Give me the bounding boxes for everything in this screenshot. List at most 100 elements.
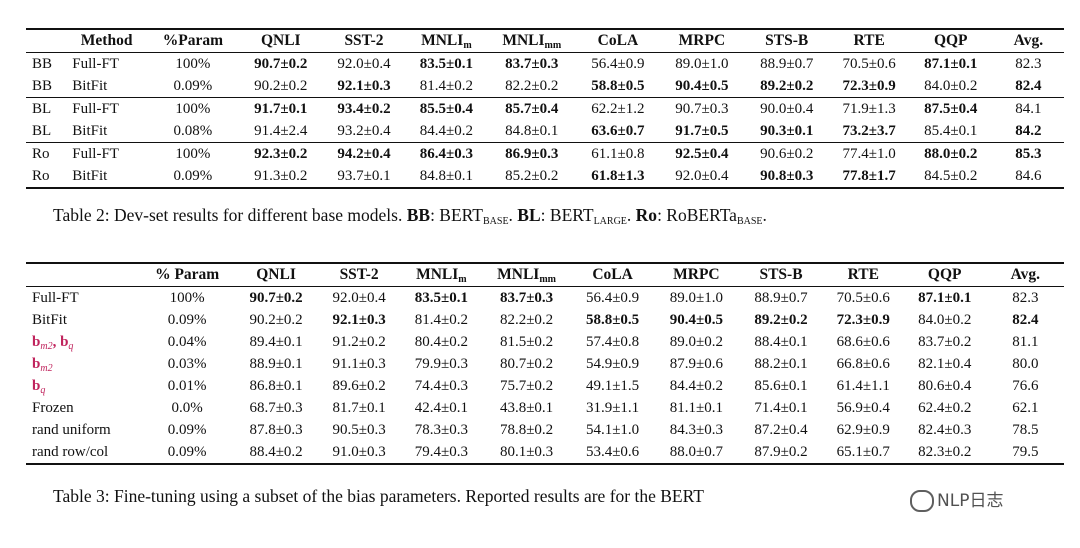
cell-sst2: 92.1±0.3: [337, 78, 391, 94]
cell-cola: 56.4±0.9: [591, 56, 645, 72]
cell-cola: 53.4±0.6: [585, 444, 640, 460]
cell-mrpc: 84.3±0.3: [669, 422, 724, 438]
cell-avg: 82.4: [1012, 312, 1039, 328]
cell-mnli-m: 86.4±0.3: [419, 146, 473, 162]
cell-param: 0.09%: [167, 422, 207, 438]
cell-param: 0.01%: [167, 378, 207, 394]
caption-2-ro-sub: BASE: [736, 216, 763, 227]
cell-avg: 82.3: [1012, 290, 1039, 306]
method-sub: q: [40, 385, 46, 396]
cell-mrpc: 87.9±0.6: [669, 356, 724, 372]
cell-qnli: 86.8±0.1: [249, 378, 303, 394]
table-3-header-row: % Param QNLI SST-2 MNLIm MNLImm CoLA MRP…: [26, 263, 1064, 287]
cell-rte: 56.9±0.4: [836, 400, 890, 416]
header-qqp: QQP: [933, 32, 968, 49]
cell-mrpc: 90.4±0.5: [669, 312, 724, 328]
table-3: % Param QNLI SST-2 MNLIm MNLImm CoLA MRP…: [26, 262, 1064, 465]
cell-rte: 65.1±0.7: [836, 444, 890, 460]
cell-mnli-mm: 43.8±0.1: [499, 400, 554, 416]
header-rte: RTE: [853, 32, 885, 49]
cell-method: Full-FT: [72, 101, 119, 117]
header-rte: RTE: [847, 266, 879, 283]
cell-mnli-mm: 86.9±0.3: [505, 146, 559, 162]
header-cola: CoLA: [592, 266, 633, 283]
header-mnli-mm: MNLImm: [488, 29, 576, 53]
cell-qnli: 91.7±0.1: [254, 101, 308, 117]
header-mnli-m: MNLIm: [400, 263, 482, 287]
cell-avg: 79.5: [1012, 444, 1039, 460]
table-2-group-ro: Ro Full-FT 100% 92.3±0.2 94.2±0.4 86.4±0…: [26, 142, 1064, 188]
table-2-caption: Table 2: Dev-set results for different b…: [53, 205, 767, 227]
cell-stsb: 89.2±0.2: [754, 312, 808, 328]
cell-param: 0.09%: [173, 78, 213, 94]
header-mnli-m-sub: m: [463, 40, 472, 51]
table-row: BB BitFit 0.09% 90.2±0.2 92.1±0.3 81.4±0…: [26, 75, 1064, 98]
cell-qnli: 88.4±0.2: [249, 444, 303, 460]
table-row: BL Full-FT 100% 91.7±0.1 93.4±0.2 85.5±0…: [26, 98, 1064, 121]
watermark: NLP日志: [910, 486, 1003, 512]
cell-stsb: 90.3±0.1: [760, 123, 814, 139]
cell-mnli-m: 83.5±0.1: [419, 56, 473, 72]
caption-2-text: Dev-set results for different base model…: [113, 205, 403, 225]
cell-mnli-m: 79.9±0.3: [414, 356, 468, 372]
cell-mrpc: 89.0±1.0: [675, 56, 729, 72]
cell-sst2: 93.2±0.4: [337, 123, 391, 139]
cell-mnli-mm: 81.5±0.2: [499, 334, 554, 350]
cell-model: BL: [32, 123, 52, 139]
cell-mnli-m: 83.5±0.1: [414, 290, 468, 306]
cell-avg: 84.6: [1015, 168, 1042, 184]
cell-mnli-mm: 82.2±0.2: [505, 78, 559, 94]
cell-cola: 61.8±1.3: [591, 168, 645, 184]
cell-qnli: 89.4±0.1: [249, 334, 303, 350]
cell-sst2: 91.1±0.3: [332, 356, 386, 372]
cell-qnli: 92.3±0.2: [254, 146, 308, 162]
cell-rte: 71.9±1.3: [842, 101, 896, 117]
cell-avg: 82.3: [1015, 56, 1042, 72]
header-mrpc: MRPC: [673, 266, 720, 283]
cell-mrpc: 88.0±0.7: [669, 444, 724, 460]
cell-mnli-m: 84.4±0.2: [419, 123, 473, 139]
cell-model: BB: [32, 56, 53, 72]
cell-method: Full-FT: [32, 290, 79, 306]
cell-param: 100%: [169, 290, 205, 306]
cell-qnli: 91.4±2.4: [254, 123, 308, 139]
caption-3-text: Fine-tuning using a subset of the bias p…: [113, 486, 704, 506]
header-avg: Avg.: [1013, 32, 1044, 49]
cell-rte: 61.4±1.1: [836, 378, 890, 394]
cell-method: bm2, bq: [26, 331, 140, 353]
cell-param: 100%: [175, 146, 211, 162]
method-sub: m2: [40, 363, 53, 374]
cell-qqp: 84.5±0.2: [924, 168, 978, 184]
cell-stsb: 88.9±0.7: [754, 290, 808, 306]
cell-qqp: 82.3±0.2: [918, 444, 972, 460]
cell-mrpc: 89.0±0.2: [669, 334, 724, 350]
cell-cola: 58.8±0.5: [585, 312, 640, 328]
header-mnli-mm-sub: mm: [544, 40, 562, 51]
cell-mnli-m: 42.4±0.1: [414, 400, 468, 416]
cell-sst2: 90.5±0.3: [332, 422, 386, 438]
table-3-body: Full-FT 100% 90.7±0.2 92.0±0.4 83.5±0.1 …: [26, 287, 1064, 464]
cell-mnli-m: 84.8±0.1: [419, 168, 473, 184]
header-mnli-m-text: MNLI: [416, 266, 459, 283]
cell-cola: 56.4±0.9: [585, 290, 640, 306]
cell-avg: 80.0: [1012, 356, 1039, 372]
cell-method: Full-FT: [72, 146, 119, 162]
cell-mnli-mm: 83.7±0.3: [499, 290, 554, 306]
caption-2-bb-sub: BASE: [482, 216, 509, 227]
cell-rte: 72.3±0.9: [836, 312, 890, 328]
header-mnli-m-sub: m: [458, 274, 467, 285]
cell-qqp: 83.7±0.2: [918, 334, 972, 350]
cell-mnli-m: 81.4±0.2: [414, 312, 468, 328]
caption-2-label: Table 2:: [53, 205, 110, 225]
cell-cola: 62.2±1.2: [591, 101, 645, 117]
header-mnli-mm-text: MNLI: [502, 32, 545, 49]
method-b: b: [32, 356, 41, 372]
cell-qqp: 82.1±0.4: [918, 356, 972, 372]
cell-rte: 77.4±1.0: [842, 146, 896, 162]
wechat-icon: [910, 490, 934, 512]
cell-qnli: 87.8±0.3: [249, 422, 303, 438]
table-row: bm2 0.03% 88.9±0.1 91.1±0.3 79.9±0.3 80.…: [26, 353, 1064, 375]
header-sst2: SST-2: [339, 266, 379, 283]
header-mnli-m-text: MNLI: [421, 32, 464, 49]
cell-qnli: 90.7±0.2: [254, 56, 308, 72]
